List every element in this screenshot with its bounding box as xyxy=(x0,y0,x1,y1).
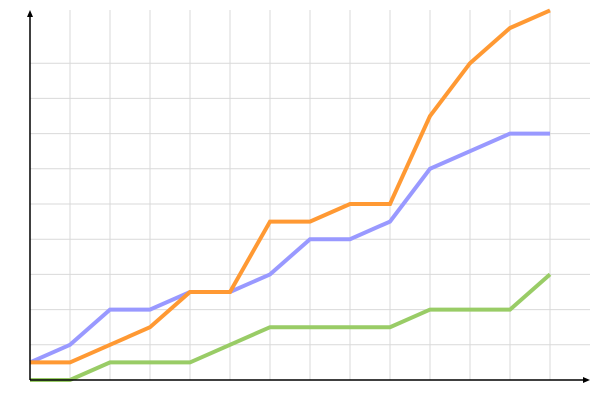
y-axis-arrow xyxy=(27,10,33,17)
axes xyxy=(27,10,590,383)
grid xyxy=(30,10,590,380)
series-line-1 xyxy=(29,131,550,365)
x-axis-arrow xyxy=(583,377,590,383)
series-line-3 xyxy=(30,272,552,382)
series-lines xyxy=(29,8,552,382)
series-line-2 xyxy=(30,8,551,365)
